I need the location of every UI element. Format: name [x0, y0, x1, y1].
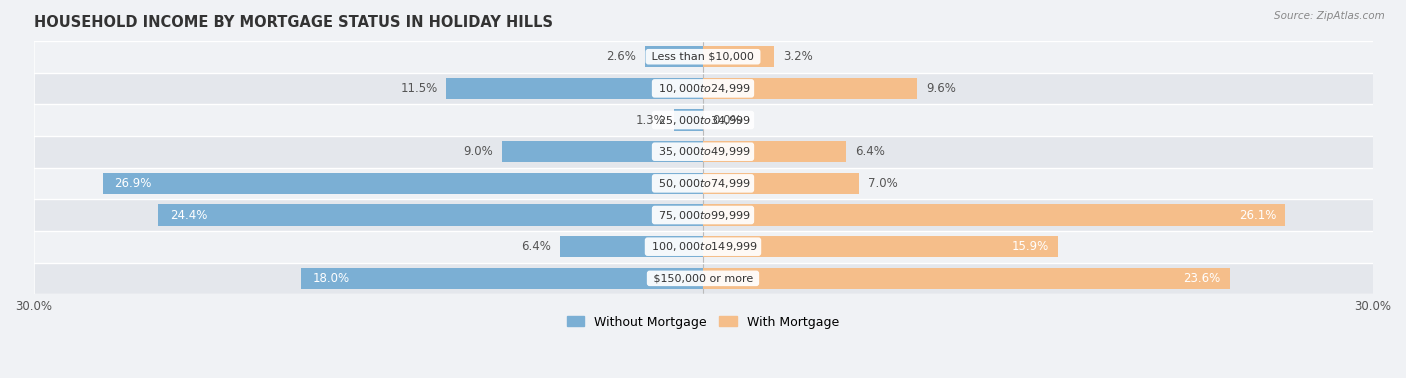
Text: 11.5%: 11.5%	[401, 82, 437, 95]
Text: 7.0%: 7.0%	[868, 177, 898, 190]
Bar	[645, 46, 703, 68]
Text: 2.6%: 2.6%	[606, 50, 636, 63]
Text: 0.0%: 0.0%	[711, 113, 741, 127]
Bar	[703, 268, 1230, 289]
FancyBboxPatch shape	[34, 41, 1372, 73]
Text: $35,000 to $49,999: $35,000 to $49,999	[655, 145, 751, 158]
Bar	[159, 204, 703, 226]
Text: 3.2%: 3.2%	[783, 50, 813, 63]
Text: 9.6%: 9.6%	[927, 82, 956, 95]
Text: 6.4%: 6.4%	[522, 240, 551, 253]
Bar	[560, 236, 703, 257]
FancyBboxPatch shape	[34, 262, 1372, 294]
Bar	[703, 77, 917, 99]
Text: $100,000 to $149,999: $100,000 to $149,999	[648, 240, 758, 253]
Text: 23.6%: 23.6%	[1184, 272, 1220, 285]
Text: $150,000 or more: $150,000 or more	[650, 273, 756, 284]
Bar	[703, 204, 1285, 226]
Text: $75,000 to $99,999: $75,000 to $99,999	[655, 209, 751, 222]
Bar	[703, 141, 846, 163]
FancyBboxPatch shape	[34, 199, 1372, 231]
Bar	[446, 77, 703, 99]
Text: 9.0%: 9.0%	[464, 145, 494, 158]
Text: $25,000 to $34,999: $25,000 to $34,999	[655, 113, 751, 127]
Text: HOUSEHOLD INCOME BY MORTGAGE STATUS IN HOLIDAY HILLS: HOUSEHOLD INCOME BY MORTGAGE STATUS IN H…	[34, 15, 553, 30]
FancyBboxPatch shape	[34, 167, 1372, 199]
Bar	[301, 268, 703, 289]
Text: 15.9%: 15.9%	[1012, 240, 1049, 253]
Text: 6.4%: 6.4%	[855, 145, 884, 158]
Text: 18.0%: 18.0%	[312, 272, 350, 285]
Bar	[703, 46, 775, 68]
Text: $50,000 to $74,999: $50,000 to $74,999	[655, 177, 751, 190]
Text: 24.4%: 24.4%	[170, 209, 207, 222]
Bar	[703, 173, 859, 194]
FancyBboxPatch shape	[34, 136, 1372, 167]
Text: $10,000 to $24,999: $10,000 to $24,999	[655, 82, 751, 95]
Text: Source: ZipAtlas.com: Source: ZipAtlas.com	[1274, 11, 1385, 21]
FancyBboxPatch shape	[34, 73, 1372, 104]
FancyBboxPatch shape	[34, 104, 1372, 136]
Bar	[103, 173, 703, 194]
Bar	[673, 109, 703, 131]
Text: 26.1%: 26.1%	[1239, 209, 1277, 222]
Text: 26.9%: 26.9%	[114, 177, 152, 190]
Text: 1.3%: 1.3%	[636, 113, 665, 127]
Bar	[703, 236, 1057, 257]
Legend: Without Mortgage, With Mortgage: Without Mortgage, With Mortgage	[562, 310, 844, 333]
FancyBboxPatch shape	[34, 231, 1372, 262]
Bar	[502, 141, 703, 163]
Text: Less than $10,000: Less than $10,000	[648, 52, 758, 62]
